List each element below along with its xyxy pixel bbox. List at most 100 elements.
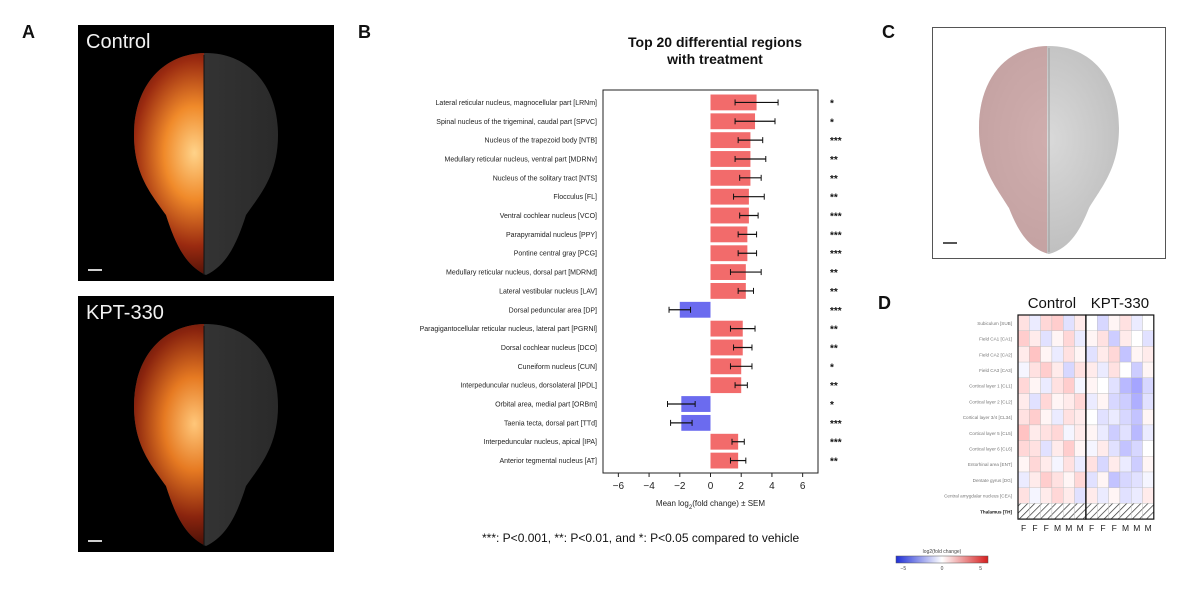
heatmap-cell	[1017, 393, 1030, 410]
heatmap-cell	[1142, 346, 1155, 363]
heatmap-cell	[1097, 361, 1109, 378]
heatmap-cell	[1108, 487, 1121, 504]
colorbar-tick-label: 0	[941, 566, 944, 572]
heatmap-cell	[1051, 346, 1064, 363]
heatmap-cell	[1074, 361, 1087, 378]
category-label: Cuneiform nucleus [CUN]	[518, 364, 597, 371]
heatmap-cell	[1051, 377, 1064, 394]
heatmap-cell	[1142, 424, 1155, 441]
heatmap-cell	[1097, 456, 1109, 473]
heatmap-cell	[1029, 377, 1041, 394]
heatmap-cell	[1074, 487, 1087, 504]
heatmap-row-label: Cortical layer 3/4 [CL34]	[963, 415, 1012, 420]
heatmap-column-label: F	[1112, 523, 1117, 533]
significance-label: *	[830, 400, 834, 411]
heatmap-cell	[1097, 393, 1109, 410]
heatmap-cell	[1097, 471, 1109, 488]
heatmap-cell	[1062, 440, 1075, 457]
category-label: Interpeduncular nucleus, dorsolateral [I…	[460, 383, 597, 390]
heatmap-cell	[1097, 314, 1109, 331]
significance-label: **	[830, 343, 838, 354]
brain-render-control	[134, 53, 278, 275]
bar	[710, 151, 751, 167]
bar	[681, 396, 711, 412]
heatmap-group-label: KPT-330	[1091, 295, 1149, 312]
bar	[710, 245, 748, 262]
heatmap-cell	[1130, 503, 1143, 520]
significance-label: ***	[830, 212, 842, 223]
bar	[710, 188, 749, 205]
heatmap-cell	[1062, 456, 1075, 473]
heatmap-cell	[1119, 393, 1132, 410]
heatmap-cell	[1142, 471, 1155, 488]
brain-label-kpt330: KPT-330	[86, 302, 164, 324]
heatmap-cell	[1017, 377, 1030, 394]
heatmap-cell	[1017, 361, 1030, 378]
heatmap-cell	[1085, 377, 1098, 394]
heatmap-cell	[1130, 408, 1143, 426]
heatmap-cell	[1040, 377, 1053, 394]
heatmap-cell	[1119, 424, 1132, 441]
heatmap-cell	[1074, 424, 1087, 441]
heatmap-column-label: F	[1044, 523, 1049, 533]
heatmap-cell	[1051, 503, 1064, 520]
bar	[710, 226, 748, 243]
colorbar-tick-label: −5	[901, 566, 907, 572]
heatmap-cell	[1142, 314, 1155, 331]
bar	[679, 301, 711, 318]
heatmap-cell	[1017, 314, 1030, 331]
category-label: Nucleus of the solitary tract [NTS]	[493, 175, 597, 182]
heatmap-cell	[1017, 471, 1030, 488]
x-tick-label: 6	[800, 481, 806, 492]
heatmap-column-label: M	[1054, 523, 1061, 533]
heatmap-cell	[1062, 330, 1075, 347]
bar	[710, 433, 739, 450]
heatmap-cell	[1108, 440, 1121, 457]
heatmap-cell	[1051, 487, 1064, 504]
heatmap-column-label: M	[1122, 523, 1129, 533]
bar	[710, 94, 757, 111]
heatmap-cell	[1062, 377, 1075, 394]
heatmap-cell	[1062, 503, 1075, 520]
heatmap-row-label: Cortical layer 1 [CL1]	[969, 384, 1012, 389]
heatmap-column-label: M	[1065, 523, 1072, 533]
bar	[710, 339, 743, 356]
heatmap-cell	[1062, 314, 1075, 331]
heatmap-cell	[1108, 393, 1121, 410]
heatmap-cell	[1085, 330, 1098, 347]
heatmap-column-label: M	[1145, 523, 1152, 533]
x-tick-label: 2	[738, 481, 744, 492]
heatmap-cell	[1119, 440, 1132, 457]
heatmap-column-label: M	[1133, 523, 1140, 533]
significance-label: **	[830, 325, 838, 336]
heatmap-cell	[1051, 440, 1064, 457]
category-label: Spinal nucleus of the trigeminal, caudal…	[436, 119, 597, 126]
x-tick-label: −4	[643, 481, 655, 492]
heatmap-cell	[1074, 456, 1087, 473]
heatmap-cell	[1119, 456, 1132, 473]
heatmap-cell	[1119, 503, 1132, 520]
heatmap-cell	[1051, 361, 1064, 378]
heatmap-cell	[1085, 440, 1098, 457]
heatmap-cell	[1085, 408, 1098, 426]
heatmap-cell	[1040, 440, 1053, 457]
brain-render-kpt330	[134, 324, 278, 546]
heatmap-row-label: Cortical layer 5 [CL5]	[969, 431, 1012, 436]
heatmap-row-label: Field CA2 [CA2]	[979, 352, 1012, 357]
heatmap-cell	[1097, 424, 1109, 441]
brain-image-control: Control	[78, 25, 334, 281]
heatmap-cell	[1108, 346, 1121, 363]
heatmap-cell	[1074, 440, 1087, 457]
heatmap-cell	[1074, 314, 1087, 331]
heatmap-cell	[1085, 487, 1098, 504]
bar	[710, 169, 751, 186]
heatmap-cell	[1017, 456, 1030, 473]
heatmap-cell	[1085, 456, 1098, 473]
heatmap-row-label: Field CA3 [CA3]	[979, 368, 1012, 373]
heatmap-cell	[1051, 393, 1064, 410]
heatmap: Control KPT-330 Subiculum [SUB] Field CA1 […	[895, 295, 1155, 572]
heatmap-cell	[1097, 503, 1109, 520]
heatmap-cell	[1040, 471, 1053, 488]
panel-letter-a: A	[22, 22, 35, 42]
significance-label: *	[830, 98, 834, 109]
